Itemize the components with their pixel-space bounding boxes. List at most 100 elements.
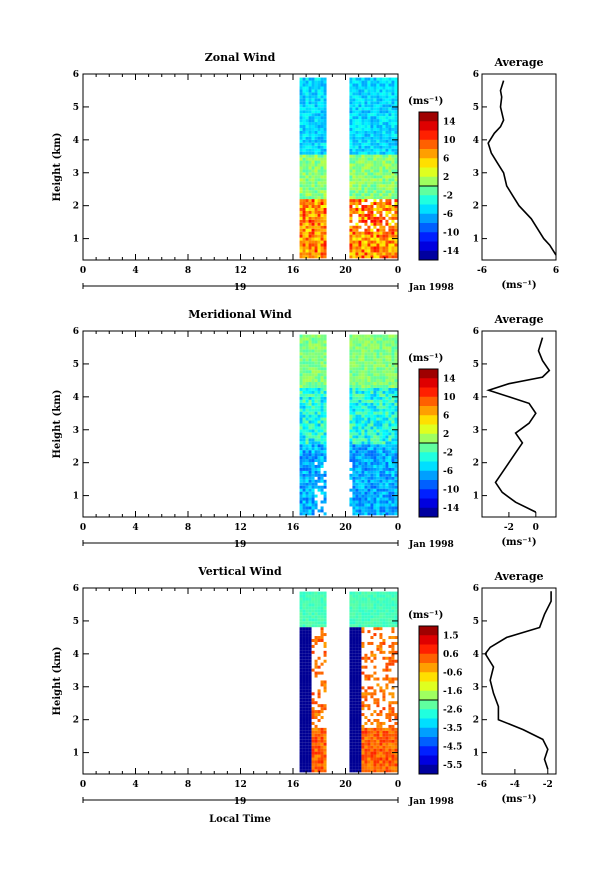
heatmap-cell bbox=[373, 148, 377, 152]
heatmap-cell bbox=[394, 739, 398, 743]
heatmap-cell bbox=[358, 609, 362, 613]
heatmap-cell bbox=[376, 95, 380, 99]
heatmap-cell bbox=[355, 686, 359, 690]
heatmap-cell bbox=[385, 656, 389, 660]
heatmap-cell bbox=[352, 606, 356, 610]
heatmap-cell bbox=[382, 594, 386, 598]
heatmap-cell bbox=[379, 710, 383, 714]
heatmap-cell bbox=[370, 157, 374, 161]
heatmap-cell bbox=[361, 727, 365, 731]
heatmap-cell bbox=[382, 246, 386, 250]
heatmap-cell bbox=[323, 650, 327, 654]
heatmap-cell bbox=[352, 624, 356, 628]
heatmap-cell bbox=[323, 154, 327, 158]
heatmap-cell bbox=[391, 727, 395, 731]
heatmap-cell bbox=[317, 470, 321, 474]
heatmap-cell bbox=[376, 494, 380, 498]
heatmap-cell bbox=[370, 450, 374, 454]
heatmap-cell bbox=[299, 216, 303, 220]
heatmap-cell bbox=[376, 739, 380, 743]
heatmap-cell bbox=[367, 621, 371, 625]
heatmap-cell bbox=[370, 243, 374, 247]
heatmap-cell bbox=[349, 246, 353, 250]
heatmap-cell bbox=[376, 381, 380, 385]
heatmap-cell bbox=[382, 160, 386, 164]
heatmap-cell bbox=[370, 713, 374, 717]
heatmap-cell bbox=[394, 414, 398, 418]
profile-line bbox=[486, 337, 551, 513]
heatmap-cell bbox=[388, 92, 392, 96]
heatmap-cell bbox=[355, 730, 359, 734]
heatmap-cell bbox=[299, 432, 303, 436]
heatmap-cell bbox=[385, 255, 389, 259]
heatmap-cell bbox=[308, 438, 312, 442]
heatmap-cell bbox=[364, 379, 368, 383]
heatmap-cell bbox=[349, 92, 353, 96]
heatmap-cell bbox=[364, 414, 368, 418]
heatmap-cell bbox=[311, 228, 315, 232]
heatmap-cell bbox=[385, 435, 389, 439]
heatmap-cell bbox=[314, 234, 318, 238]
heatmap-cell bbox=[388, 621, 392, 625]
heatmap-cell bbox=[358, 110, 362, 114]
heatmap-cell bbox=[367, 500, 371, 504]
heatmap-cell bbox=[376, 754, 380, 758]
heatmap-cell bbox=[364, 435, 368, 439]
heatmap-cell bbox=[299, 178, 303, 182]
heatmap-cell bbox=[314, 727, 318, 731]
heatmap-cell bbox=[352, 453, 356, 457]
heatmap-cell bbox=[308, 724, 312, 728]
heatmap-cell bbox=[305, 727, 309, 731]
heatmap-cell bbox=[314, 136, 318, 140]
profile-y-tick-label: 2 bbox=[473, 716, 479, 726]
heatmap-cell bbox=[308, 355, 312, 359]
heatmap-cell bbox=[385, 459, 389, 463]
heatmap-cell bbox=[370, 500, 374, 504]
heatmap-cell bbox=[394, 621, 398, 625]
heatmap-cell bbox=[305, 594, 309, 598]
heatmap-cell bbox=[308, 591, 312, 595]
heatmap-cell bbox=[358, 166, 362, 170]
heatmap-cell bbox=[314, 101, 318, 105]
heatmap-cell bbox=[358, 246, 362, 250]
heatmap-cell bbox=[311, 399, 315, 403]
heatmap-cell bbox=[379, 172, 383, 176]
heatmap-cell bbox=[317, 488, 321, 492]
heatmap-cell bbox=[385, 408, 389, 412]
heatmap-cell bbox=[308, 736, 312, 740]
heatmap-cell bbox=[361, 92, 365, 96]
heatmap-cell bbox=[314, 745, 318, 749]
heatmap-cell bbox=[349, 157, 353, 161]
heatmap-cell bbox=[361, 408, 365, 412]
heatmap-cell bbox=[323, 399, 327, 403]
heatmap-cell bbox=[311, 130, 315, 134]
heatmap-cell bbox=[311, 190, 315, 194]
heatmap-cell bbox=[355, 733, 359, 737]
heatmap-cell bbox=[308, 119, 312, 123]
heatmap-cell bbox=[382, 104, 386, 108]
heatmap-cell bbox=[388, 349, 392, 353]
heatmap-cell bbox=[385, 148, 389, 152]
heatmap-cell bbox=[367, 426, 371, 430]
heatmap-cell bbox=[323, 606, 327, 610]
heatmap-cell bbox=[314, 107, 318, 111]
profile-x-tick-label: 0 bbox=[533, 523, 539, 533]
heatmap-cell bbox=[299, 92, 303, 96]
heatmap-cell bbox=[323, 456, 327, 460]
heatmap-cell bbox=[323, 644, 327, 648]
heatmap-cell bbox=[364, 609, 368, 613]
heatmap-cell bbox=[376, 704, 380, 708]
heatmap-cell bbox=[323, 748, 327, 752]
heatmap-cell bbox=[352, 178, 356, 182]
heatmap-cell bbox=[349, 435, 353, 439]
heatmap-cell bbox=[385, 396, 389, 400]
heatmap-cell bbox=[370, 249, 374, 253]
heatmap-cell bbox=[314, 154, 318, 158]
heatmap-cell bbox=[352, 151, 356, 155]
heatmap-cell bbox=[355, 600, 359, 604]
heatmap-cell bbox=[364, 506, 368, 510]
heatmap-cell bbox=[388, 373, 392, 377]
heatmap-cell bbox=[352, 736, 356, 740]
heatmap-cell bbox=[370, 340, 374, 344]
